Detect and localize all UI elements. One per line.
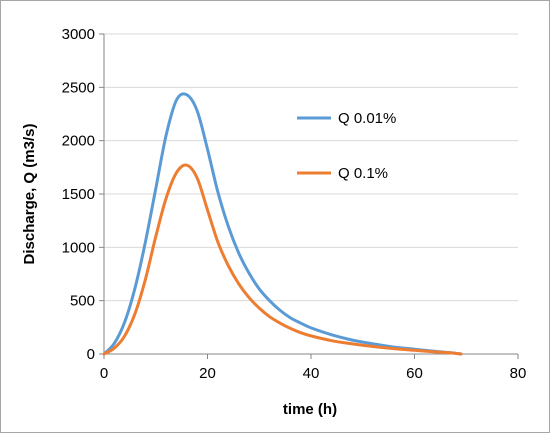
y-tick-label: 500 — [70, 293, 95, 310]
series-lines — [102, 92, 463, 356]
y-tick-label: 0 — [87, 346, 95, 363]
series-line-2 — [102, 163, 463, 356]
x-axis-title: time (h) — [283, 401, 337, 418]
x-tick-label: 20 — [199, 365, 216, 382]
y-tick-label: 1500 — [62, 186, 95, 203]
series-line-1 — [102, 92, 463, 356]
gridlines — [104, 33, 518, 302]
x-tick-label: 80 — [510, 365, 527, 382]
y-tick-label: 1000 — [62, 239, 95, 256]
y-tick-label: 3000 — [62, 26, 95, 43]
x-tick-label: 0 — [100, 365, 108, 382]
y-tick-label: 2000 — [62, 133, 95, 150]
x-tick-label: 60 — [406, 365, 423, 382]
axes — [99, 33, 519, 359]
legend-label-2: Q 0.1% — [338, 165, 388, 182]
y-axis-title: Discharge, Q (m3/s) — [21, 124, 38, 265]
legend: Q 0.01% Q 0.1% — [297, 110, 396, 182]
x-tick-label: 40 — [303, 365, 320, 382]
tick-labels: 0 500 1000 1500 2000 2500 3000 0 20 40 60 80 — [62, 26, 527, 382]
legend-label-1: Q 0.01% — [338, 110, 396, 127]
y-tick-label: 2500 — [62, 79, 95, 96]
